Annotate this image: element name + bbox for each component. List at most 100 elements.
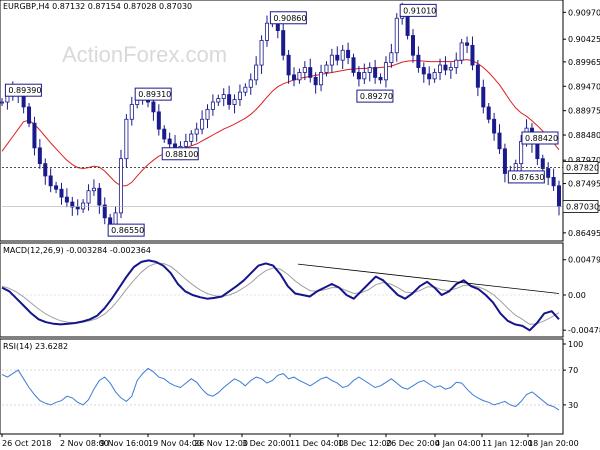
candle-body bbox=[481, 86, 486, 108]
price-y-tick-label: 0.88975 bbox=[568, 107, 600, 116]
level-price-tag: 0.87820 bbox=[562, 161, 599, 174]
price-annotations: 0.89390 0.89310 0.88100 0.86550 0.90860 0.892… bbox=[4, 3, 559, 237]
candle-body bbox=[102, 204, 107, 219]
candle-body bbox=[519, 141, 524, 165]
candle-body bbox=[70, 201, 75, 208]
rsi-panel-frame bbox=[0, 338, 564, 435]
price-annotation-text: 0.91010 bbox=[403, 6, 436, 15]
candle-body bbox=[492, 118, 497, 134]
candle-body bbox=[551, 177, 556, 187]
price-annotation: 0.89310 bbox=[134, 87, 172, 101]
price-panel-frame bbox=[0, 0, 564, 242]
candle-body bbox=[448, 67, 453, 71]
candle-body bbox=[194, 128, 199, 135]
price-y-tick-label: 0.87495 bbox=[568, 180, 600, 189]
candle-body bbox=[37, 147, 42, 165]
candle-body bbox=[373, 67, 378, 78]
candle-body bbox=[259, 40, 264, 66]
candle-body bbox=[264, 22, 269, 41]
candle-body bbox=[54, 185, 59, 190]
price-annotation: 0.90860 bbox=[269, 11, 307, 25]
x-tick-label: 18 Jan 20:00 bbox=[528, 439, 579, 448]
candle-body bbox=[118, 158, 123, 214]
rsi-panel-header: RSI(14) 23.6282 bbox=[3, 342, 68, 351]
candle-body bbox=[416, 54, 421, 68]
macd-panel-frame bbox=[0, 242, 564, 338]
candle-body bbox=[486, 106, 491, 120]
price-y-tick-label: 0.87970 bbox=[568, 156, 600, 165]
x-tick-label: 19 Nov 04:00 bbox=[148, 439, 202, 448]
candle-body bbox=[313, 76, 318, 86]
candle-body bbox=[292, 74, 297, 81]
x-tick-label: 26 Nov 12:00 bbox=[194, 439, 248, 448]
x-tick-label: 26 Oct 2018 bbox=[2, 439, 51, 448]
macd-signal-line bbox=[1, 262, 560, 325]
price-annotation-box bbox=[161, 147, 199, 161]
price-y-tick-label: 0.89470 bbox=[568, 82, 600, 91]
price-annotation-box bbox=[399, 3, 437, 17]
x-tick-label: 4 Jan 04:00 bbox=[435, 439, 481, 448]
price-annotation: 0.91010 bbox=[399, 3, 437, 17]
moving-average-line bbox=[1, 59, 560, 187]
x-tick-label: 18 Dec 12:00 bbox=[338, 439, 392, 448]
candle-body bbox=[356, 72, 361, 80]
candle-body bbox=[113, 212, 118, 225]
level-price-tag-box bbox=[562, 161, 599, 174]
candle-body bbox=[151, 101, 156, 113]
macd-lines bbox=[1, 259, 560, 332]
price-y-tick-label: 0.90425 bbox=[568, 35, 600, 44]
candle-body bbox=[378, 76, 383, 81]
x-tick-label: 11 Dec 04:00 bbox=[290, 439, 344, 448]
last-price-tag-box bbox=[562, 200, 599, 213]
price-panel: ActionForex.com EURGBP,H4 0.87132 0.8715… bbox=[0, 0, 600, 242]
candle-body bbox=[227, 94, 232, 105]
candle-body bbox=[335, 54, 340, 61]
candle-body bbox=[210, 101, 215, 110]
price-y-tick-label: 0.89965 bbox=[568, 58, 600, 67]
candle-body bbox=[237, 91, 242, 100]
candle-body bbox=[465, 42, 470, 46]
x-tick-label: 3 Dec 20:00 bbox=[242, 439, 291, 448]
price-annotation-text: 0.89310 bbox=[138, 90, 171, 99]
candle-body bbox=[81, 202, 86, 210]
rsi-y-tick-label: 100 bbox=[568, 340, 583, 349]
price-annotation-box bbox=[107, 223, 145, 237]
candle-body bbox=[308, 67, 313, 78]
price-annotation-text: 0.87630 bbox=[511, 173, 544, 182]
price-annotation: 0.89270 bbox=[356, 89, 394, 103]
candle-body bbox=[383, 62, 388, 81]
candle-body bbox=[64, 196, 69, 203]
candle-body bbox=[362, 72, 367, 80]
candle-body bbox=[286, 54, 291, 76]
candle-body bbox=[75, 206, 80, 210]
rsi-y-tick-label: 70 bbox=[568, 366, 578, 375]
rsi-panel: RSI(14) 23.6282 100 70 30 bbox=[0, 338, 583, 435]
macd-trendline bbox=[297, 263, 560, 294]
rsi-y-axis: 100 70 30 bbox=[2, 340, 583, 410]
x-tick-label: 2 Nov 08:00 bbox=[60, 439, 109, 448]
candle-body bbox=[454, 59, 459, 68]
candle-body bbox=[86, 190, 91, 204]
candle-body bbox=[497, 132, 502, 150]
candle-body bbox=[438, 64, 443, 73]
macd-panel: MACD(12,26,9) -0.003284 -0.002364 0.0047… bbox=[0, 242, 600, 338]
macd-y-tick-label: -0.004781 bbox=[568, 326, 600, 335]
price-annotation-box bbox=[507, 170, 545, 184]
candle-body bbox=[297, 72, 302, 81]
macd-y-tick-label: 0.004795 bbox=[568, 256, 600, 265]
candle-body bbox=[459, 42, 464, 61]
price-annotation-box bbox=[521, 131, 559, 145]
candle-body bbox=[540, 158, 545, 169]
candle-body bbox=[546, 168, 551, 178]
time-x-axis: 26 Oct 2018 2 Nov 08:009 Nov 16:00 19 Nov … bbox=[1, 434, 579, 448]
price-annotation-text: 0.86550 bbox=[111, 226, 144, 235]
price-y-tick-label: 0.90970 bbox=[568, 8, 600, 17]
candle-body bbox=[32, 122, 37, 149]
candle-body bbox=[97, 187, 102, 206]
candle-body bbox=[232, 99, 237, 105]
candle-body bbox=[43, 163, 48, 177]
watermark: ActionForex.com bbox=[62, 42, 227, 67]
candle-body bbox=[324, 64, 329, 73]
price-annotation: 0.89390 bbox=[4, 83, 42, 97]
candle-body bbox=[427, 73, 432, 80]
